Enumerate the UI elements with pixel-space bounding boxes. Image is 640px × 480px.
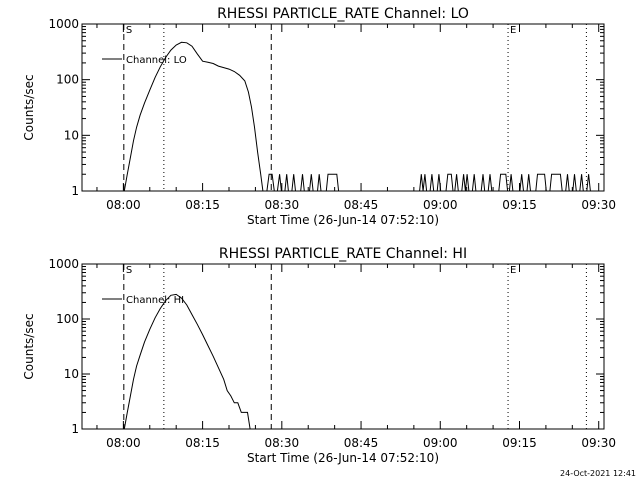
series-line [123, 293, 253, 430]
x-tick-label: 08:15 [185, 436, 220, 450]
x-tick-label: 08:00 [106, 198, 141, 212]
time-marker-label: E [510, 25, 516, 36]
x-axis-label: Start Time (26-Jun-14 07:52:10) [247, 451, 439, 465]
x-tick-label: 09:00 [423, 198, 458, 212]
y-tick-label: 1 [71, 184, 79, 198]
y-tick-label: 1 [71, 422, 79, 436]
chart-panel-2: RHESSI PARTICLE_RATE Channel: HI 08:00 08:… [22, 246, 616, 465]
time-marker-label: E [510, 265, 516, 276]
legend-entry: Channel: LO [126, 55, 187, 66]
x-tick-label: 09:30 [581, 198, 616, 212]
x-tick-label: 09:30 [581, 436, 616, 450]
chart-panel-1: RHESSI PARTICLE_RATE Channel: LO 08:00 08:… [22, 6, 616, 227]
legend-entry: Channel: HI [126, 295, 184, 306]
series-line [123, 41, 593, 192]
y-tick-label: 100 [56, 312, 79, 326]
x-tick-label: 08:00 [106, 436, 141, 450]
x-tick-label: 08:30 [265, 198, 300, 212]
x-axis-label: Start Time (26-Jun-14 07:52:10) [247, 213, 439, 227]
y-axis-label: Counts/sec [22, 313, 36, 379]
x-tick-label: 09:15 [502, 436, 537, 450]
y-tick-label: 1000 [48, 257, 79, 271]
y-tick-label: 10 [64, 128, 79, 142]
y-tick-label: 1000 [48, 17, 79, 31]
x-tick-label: 08:45 [344, 198, 379, 212]
x-tick-label: 08:45 [344, 436, 379, 450]
y-axis-label: Counts/sec [22, 74, 36, 140]
y-tick-label: 10 [64, 367, 79, 381]
time-marker-label: S [126, 25, 132, 36]
chart-title: RHESSI PARTICLE_RATE Channel: LO [217, 6, 469, 22]
chart-title: RHESSI PARTICLE_RATE Channel: HI [219, 246, 467, 262]
x-tick-label: 09:15 [502, 198, 537, 212]
x-tick-label: 09:00 [423, 436, 458, 450]
x-tick-label: 08:30 [265, 436, 300, 450]
time-marker-label: S [126, 265, 132, 276]
x-tick-label: 08:15 [185, 198, 220, 212]
y-tick-label: 100 [56, 73, 79, 87]
plot-frame [81, 23, 605, 192]
generation-timestamp: 24-Oct-2021 12:41 [560, 469, 636, 478]
plot-frame [81, 263, 605, 430]
